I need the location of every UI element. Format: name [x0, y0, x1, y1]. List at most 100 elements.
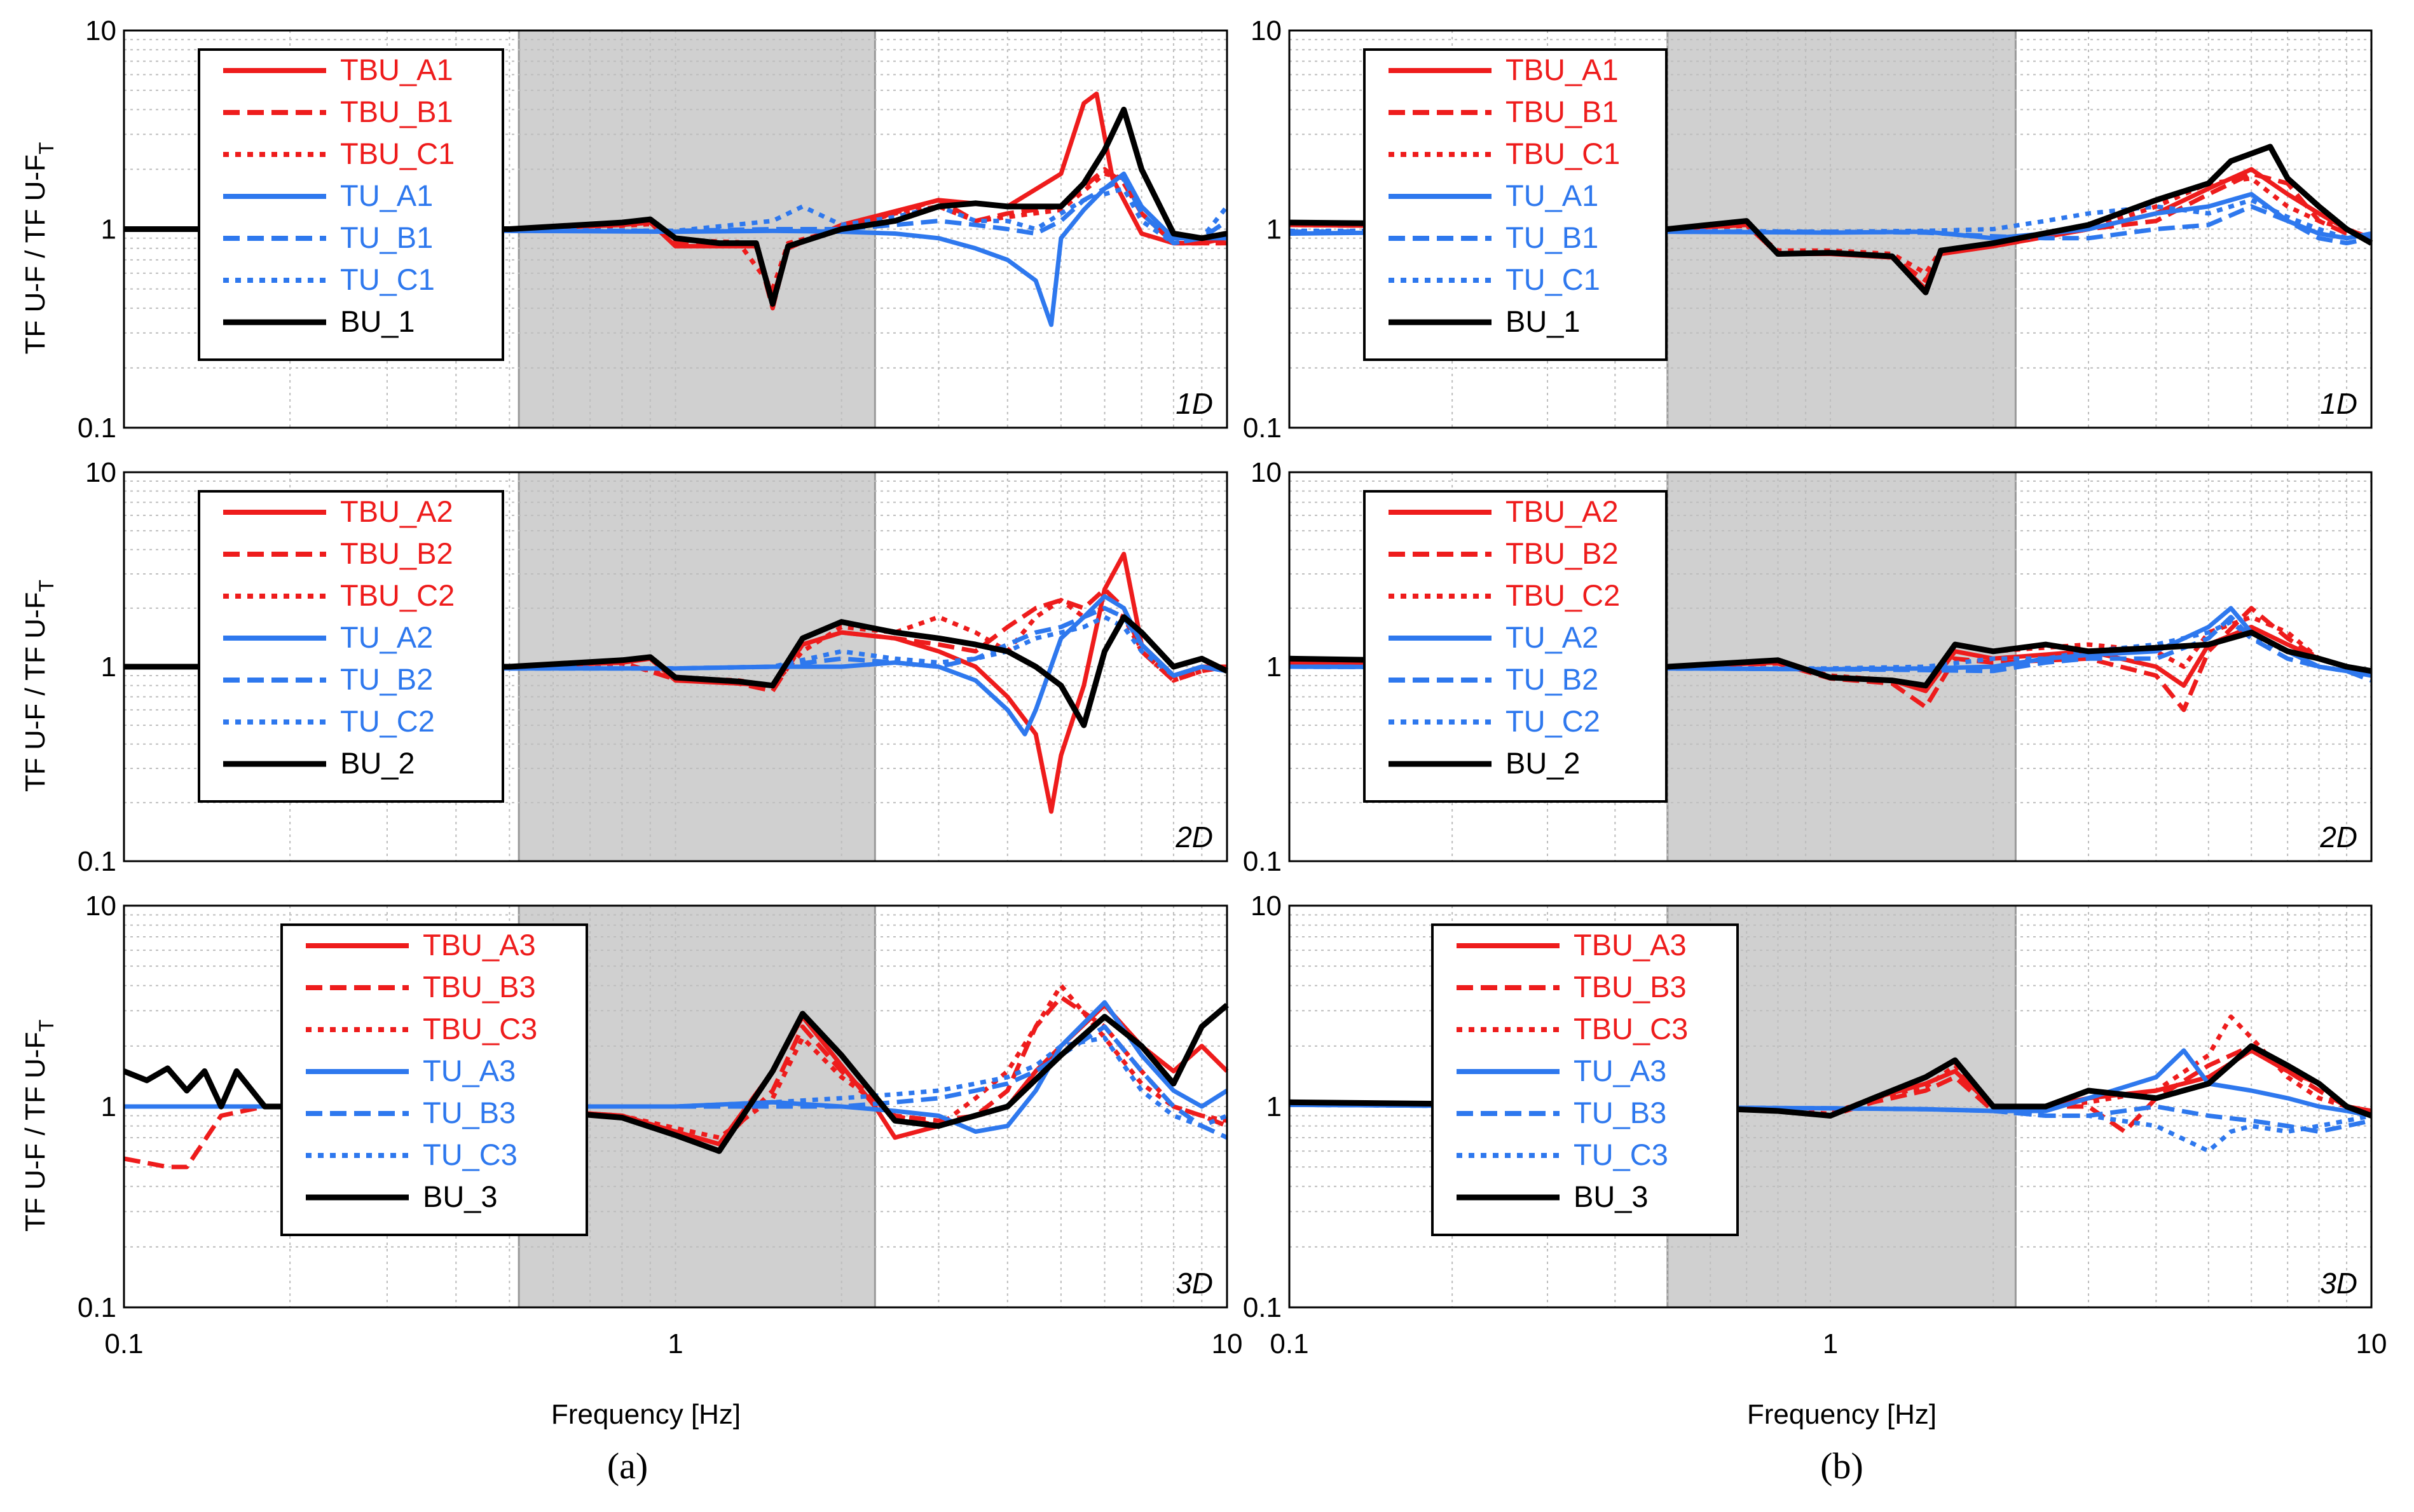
panel-a-1d-series-tu_b1 [124, 176, 1228, 246]
panel-a-3d-y-tick-label: 0.1 [78, 1292, 116, 1323]
panel-b-1d-legend: TBU_A1 TBU_B1 TBU_C1 TU_A1 TU_B1 TU_C1 BU_1 [1363, 48, 1668, 361]
panel-a-3d-legend-label-tbu_b3: TBU_B3 [423, 970, 536, 1004]
panel-a-3d-series-tbu_c3 [124, 983, 1228, 1140]
panel-a-2d-y-tick-label: 10 [85, 457, 116, 488]
panel-a-2d-legend-label-bu_2: BU_2 [340, 746, 415, 780]
panel-b-1d-y-tick-label: 1 [1266, 214, 1282, 245]
panel-a-2d-series-tu_b2 [124, 606, 1228, 678]
caption-b: (b) [1820, 1445, 1863, 1487]
panel-b-3d-dim-label: 3D [2320, 1267, 2357, 1300]
panel-a-1d-legend-label-tbu_a1: TBU_A1 [340, 53, 453, 86]
panel-a-2d-legend-label-tbu_a2: TBU_A2 [340, 494, 453, 528]
panel-b-3d-legend-label-tbu_b3: TBU_B3 [1574, 970, 1687, 1004]
panel-b-3d-legend-label-tbu_c3: TBU_C3 [1574, 1012, 1688, 1045]
panel-a-3d-frame [123, 904, 1228, 1309]
panel-a-2d-legend-box [198, 490, 504, 803]
panel-b-1d-legend-label-bu_1: BU_1 [1505, 304, 1581, 338]
panel-b-3d-legend-label-tbu_a3: TBU_A3 [1574, 928, 1687, 962]
panel-b-1d-legend-label-tu_a1: TU_A1 [1505, 179, 1598, 212]
panel-a-1d-frame [123, 29, 1228, 429]
y-label-main: TF U-F / TF U-F [20, 1032, 51, 1232]
panel-a-3d-x-tick-label: 0.1 [104, 1328, 143, 1359]
panel-b-1d-legend-label-tu_c1: TU_C1 [1505, 262, 1600, 296]
panel-b-2d-y-tick-label: 1 [1266, 651, 1282, 683]
panel-a-1d-dim-label: 1D [1176, 387, 1213, 420]
panel-b-1d: 0.1 1 10 1D TBU_A1 TBU_B1 TBU_C1 TU_A1 TU_B1 TU_C… [1243, 15, 2373, 444]
panel-b-3d-legend-box [1431, 923, 1739, 1236]
panel-b-1d-series-tu_c1 [1289, 198, 2372, 241]
panel-a-1d-legend-label-tu_a1: TU_A1 [340, 179, 433, 212]
panel-a-2d-frame [123, 471, 1228, 862]
panel-b-3d-x-tick-label: 10 [2356, 1328, 2387, 1359]
panel-b-1d-legend-label-tbu_c1: TBU_C1 [1505, 137, 1620, 170]
y-label-subscript: T [35, 142, 58, 155]
panel-a-3d-y-tick-label: 1 [101, 1091, 116, 1122]
panel-b-2d-y-tick-label: 0.1 [1243, 846, 1282, 877]
y-label-subscript: T [35, 580, 58, 592]
panel-b-3d-y-tick-label: 1 [1266, 1091, 1282, 1122]
panel-b-2d-legend-label-tu_a2: TU_A2 [1505, 620, 1598, 654]
panel-a-3d-dim-label: 3D [1176, 1267, 1213, 1300]
panel-b-3d-legend-label-tu_c3: TU_C3 [1574, 1138, 1668, 1171]
y-label-main: TF U-F / TF U-F [20, 154, 51, 354]
panel-b-2d-dim-label: 2D [2319, 821, 2357, 854]
panel-a-3d-legend-label-tu_a3: TU_A3 [423, 1054, 516, 1087]
panel-a-2d-legend: TBU_A2 TBU_B2 TBU_C2 TU_A2 TU_B2 TU_C2 BU_2 [198, 490, 504, 803]
panel-b-2d-series-bu_2 [1289, 629, 2372, 689]
panel-b-3d-frame [1288, 904, 2373, 1309]
panel-b-1d-frame [1288, 29, 2373, 429]
panel-b-2d-legend-box [1363, 490, 1668, 803]
panel-a-3d-legend-label-tu_b3: TU_B3 [423, 1096, 516, 1129]
panel-a-1d-series-bu_1 [124, 106, 1228, 307]
panel-a-3d-series-tbu_b3 [123, 995, 1228, 1169]
panel-b-3d-legend-label-tu_b3: TU_B3 [1574, 1096, 1666, 1129]
panel-a-2d-grid [124, 472, 1227, 861]
panel-a-3d-y-tick-label: 10 [85, 890, 116, 922]
panel-b-3d-series-bu_3 [1289, 1043, 2373, 1119]
panel-a-2d-legend-label-tbu_b2: TBU_B2 [340, 536, 453, 570]
panel-a-3d-legend-label-bu_3: BU_3 [423, 1180, 498, 1213]
panel-b-2d-legend-label-tu_c2: TU_C2 [1505, 704, 1600, 738]
panel-a-2d-legend-label-tu_a2: TU_A2 [340, 620, 433, 654]
panel-a-2d-series-bu_2 [124, 614, 1228, 728]
panel-b-3d-x-tick-label: 1 [1823, 1328, 1838, 1359]
panel-b-3d-legend-label-bu_3: BU_3 [1574, 1180, 1649, 1213]
panel-b-3d-x-tick-label: 0.1 [1270, 1328, 1308, 1359]
panel-a-1d-series-tbu_c1 [124, 171, 1227, 292]
panel-b-1d-legend-label-tu_b1: TU_B1 [1505, 221, 1598, 254]
panel-a-1d-legend-box [198, 48, 504, 361]
panel-b-1d-legend-box [1363, 48, 1668, 361]
panel-a-1d-legend: TBU_A1 TBU_B1 TBU_C1 TU_A1 TU_B1 TU_C1 BU_1 [198, 48, 504, 361]
panel-a-3d-x-tick-label: 1 [668, 1328, 683, 1359]
panel-a-1d-y-tick-label: 10 [85, 15, 116, 46]
panel-a-3d-legend-label-tu_c3: TU_C3 [423, 1138, 518, 1171]
panel-a-3d-legend-box [280, 923, 588, 1236]
panel-b-2d-legend-label-bu_2: BU_2 [1505, 746, 1581, 780]
panel-a-1d-y-axis-label: TF U-F / TF U-FT [20, 142, 58, 355]
caption-a: (a) [607, 1445, 648, 1487]
panel-b-3d-legend-label-tu_a3: TU_A3 [1574, 1054, 1666, 1087]
panel-b-1d-series-tu_a1 [1289, 192, 2372, 241]
y-label-main: TF U-F / TF U-F [20, 592, 51, 792]
panel-a-3d-legend-label-tbu_a3: TBU_A3 [423, 928, 536, 962]
panel-b-2d-legend-label-tbu_c2: TBU_C2 [1505, 578, 1620, 612]
panel-a-3d-legend-label-tbu_c3: TBU_C3 [423, 1012, 537, 1045]
panel-b-3d: 0.1 1 10 0.1 1 10 3D TBU_A3 TBU_B3 TBU_C3 TU_A3 TU_… [1243, 890, 2387, 1359]
panel-a-1d-series-tu_c1 [124, 186, 1229, 246]
panel-b-3d-y-tick-label: 10 [1251, 890, 1282, 922]
panel-a-2d-legend-label-tu_b2: TU_B2 [340, 662, 433, 696]
panel-b-1d-dim-label: 1D [2320, 387, 2357, 420]
panel-a-1d-legend-label-tbu_c1: TBU_C1 [340, 137, 455, 170]
panel-b-2d-frame [1288, 471, 2373, 862]
panel-b-1d-series-bu_1 [1289, 144, 2373, 296]
panel-a-2d-series-tbu_c2 [124, 597, 1228, 688]
panel-a-1d-y-tick-label: 0.1 [78, 412, 116, 444]
y-label-subscript: T [35, 1019, 58, 1032]
panel-a-1d-legend-label-bu_1: BU_1 [340, 304, 415, 338]
panel-a-2d-y-axis-label: TF U-F / TF U-FT [20, 580, 58, 792]
panel-a-3d-y-axis-label: TF U-F / TF U-FT [20, 1019, 58, 1232]
panel-b-2d-legend-label-tu_b2: TU_B2 [1505, 662, 1598, 696]
panel-a-2d-dim-label: 2D [1175, 821, 1213, 854]
